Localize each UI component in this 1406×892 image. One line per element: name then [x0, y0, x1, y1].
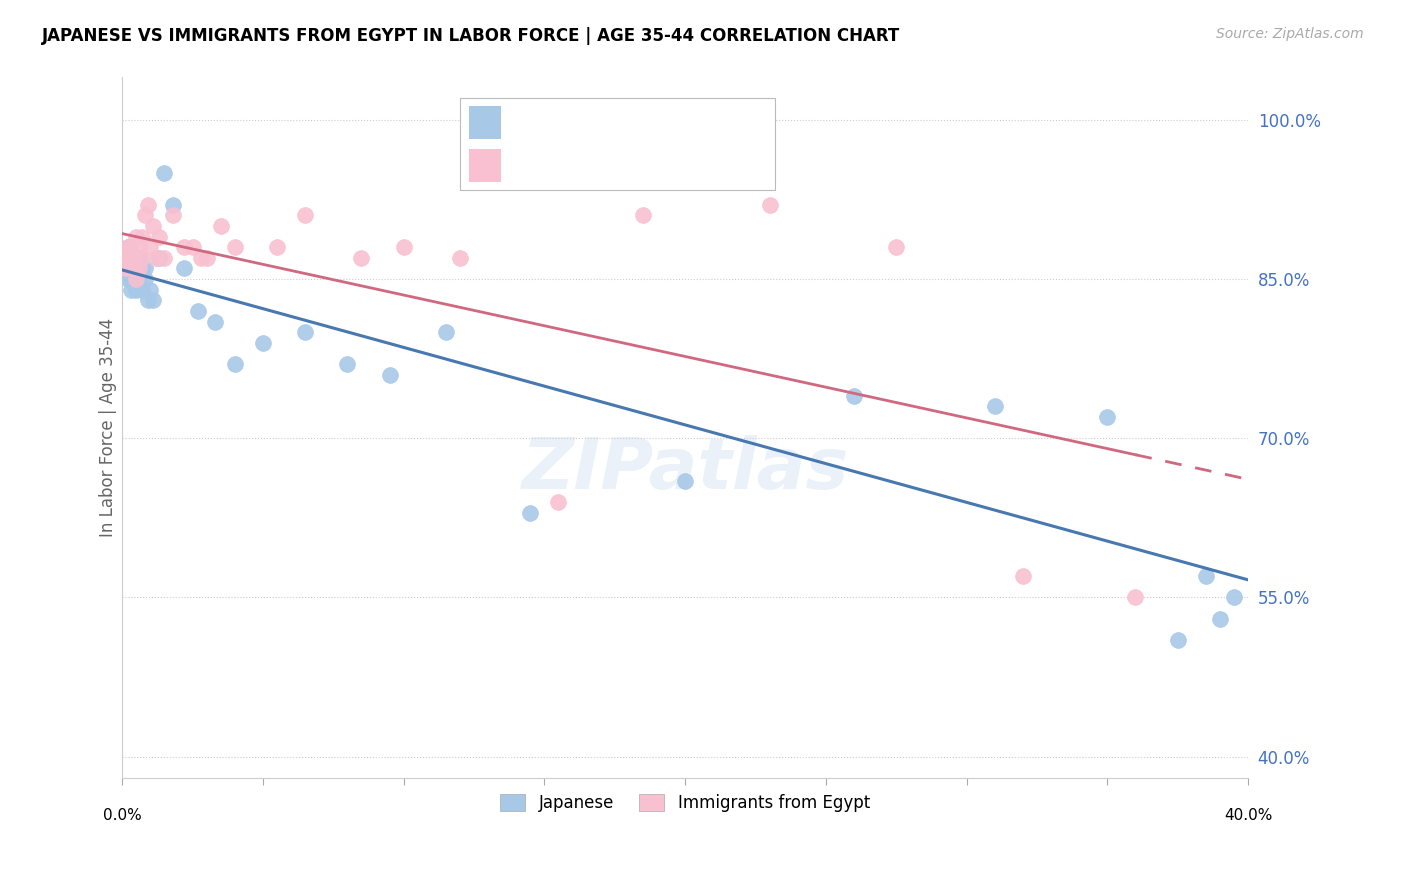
Point: [139, 240, 162, 254]
Point: [173, 261, 195, 276]
Point: [187, 304, 209, 318]
Point: [128, 251, 150, 265]
Point: [122, 261, 145, 276]
Point: [114, 261, 136, 276]
Point: [122, 272, 145, 286]
Point: [122, 251, 145, 265]
Point: [350, 251, 373, 265]
Point: [134, 208, 156, 222]
Point: [153, 166, 176, 180]
Point: [378, 368, 401, 382]
Point: [136, 293, 159, 308]
Point: [125, 251, 148, 265]
Point: [519, 506, 541, 520]
Point: [142, 219, 165, 233]
Point: [884, 240, 907, 254]
Point: [1209, 612, 1232, 626]
Point: [131, 283, 153, 297]
Point: [1223, 591, 1246, 605]
Point: [162, 208, 184, 222]
Text: 40.0%: 40.0%: [1223, 808, 1272, 823]
Point: [294, 325, 316, 339]
Legend: Japanese, Immigrants from Egypt: Japanese, Immigrants from Egypt: [494, 787, 876, 819]
Point: [125, 261, 148, 276]
Point: [842, 389, 865, 403]
Point: [125, 229, 148, 244]
Point: [294, 208, 316, 222]
Point: [181, 240, 204, 254]
Point: [449, 251, 471, 265]
Point: [122, 251, 145, 265]
Point: [266, 240, 288, 254]
Point: [252, 335, 274, 350]
Point: [145, 251, 167, 265]
Point: [120, 240, 142, 254]
Point: [128, 240, 150, 254]
Point: [1167, 632, 1189, 647]
Point: [128, 272, 150, 286]
Point: [117, 272, 139, 286]
Point: [673, 474, 696, 488]
Point: [162, 198, 184, 212]
Point: [204, 314, 226, 328]
Point: [209, 219, 232, 233]
Point: [1097, 410, 1119, 425]
Point: [125, 272, 148, 286]
Point: [114, 251, 136, 265]
Point: [136, 198, 159, 212]
Point: [117, 240, 139, 254]
Point: [142, 293, 165, 308]
Text: JAPANESE VS IMMIGRANTS FROM EGYPT IN LABOR FORCE | AGE 35-44 CORRELATION CHART: JAPANESE VS IMMIGRANTS FROM EGYPT IN LAB…: [42, 27, 900, 45]
Text: ZIPatlas: ZIPatlas: [522, 435, 849, 504]
Point: [131, 229, 153, 244]
Y-axis label: In Labor Force | Age 35-44: In Labor Force | Age 35-44: [100, 318, 117, 537]
Text: Source: ZipAtlas.com: Source: ZipAtlas.com: [1216, 27, 1364, 41]
Point: [153, 251, 176, 265]
Point: [148, 251, 170, 265]
Point: [195, 251, 218, 265]
Point: [114, 251, 136, 265]
Point: [1011, 569, 1033, 583]
Point: [114, 261, 136, 276]
Text: 0.0%: 0.0%: [103, 808, 142, 823]
Point: [117, 251, 139, 265]
Point: [134, 272, 156, 286]
Point: [758, 198, 780, 212]
Point: [117, 251, 139, 265]
Point: [434, 325, 457, 339]
Point: [131, 251, 153, 265]
Point: [173, 240, 195, 254]
Point: [336, 357, 359, 371]
Point: [631, 208, 654, 222]
Point: [120, 261, 142, 276]
Point: [190, 251, 212, 265]
Point: [547, 495, 569, 509]
Point: [224, 240, 246, 254]
Point: [122, 261, 145, 276]
Point: [224, 357, 246, 371]
Point: [131, 261, 153, 276]
Point: [1195, 569, 1218, 583]
Point: [983, 400, 1005, 414]
Point: [128, 261, 150, 276]
Point: [148, 229, 170, 244]
Point: [392, 240, 415, 254]
Point: [120, 261, 142, 276]
Point: [139, 283, 162, 297]
Point: [1125, 591, 1147, 605]
Point: [134, 261, 156, 276]
Point: [128, 261, 150, 276]
Point: [120, 283, 142, 297]
Point: [117, 240, 139, 254]
Point: [125, 283, 148, 297]
Point: [120, 272, 142, 286]
